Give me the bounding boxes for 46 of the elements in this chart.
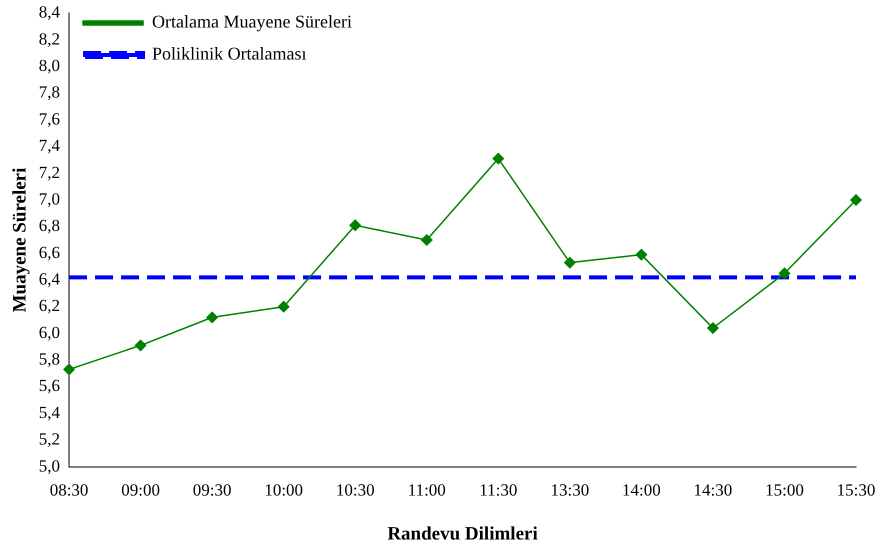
- y-tick-label: 8,4: [38, 2, 61, 22]
- y-tick-label: 6,8: [38, 216, 60, 236]
- y-tick-label: 7,6: [38, 109, 60, 128]
- point: [349, 220, 361, 232]
- point: [564, 256, 576, 268]
- y-tick-label: 5,8: [38, 350, 60, 369]
- y-tick-label: 8,0: [38, 56, 60, 76]
- y-tick-label: 7,4: [38, 136, 61, 156]
- point: [421, 234, 433, 246]
- y-tick-label: 6,6: [38, 242, 60, 262]
- point: [492, 152, 504, 164]
- x-tick-label: 11:30: [479, 480, 518, 500]
- point: [707, 322, 719, 334]
- x-tick-label: 14:30: [694, 480, 732, 500]
- point: [778, 268, 790, 280]
- x-tick-label: 15:30: [836, 480, 876, 500]
- y-tick-label: 8,2: [38, 29, 60, 48]
- y-tick-label: 5,2: [38, 430, 60, 449]
- y-tick-label: 5,6: [38, 376, 60, 396]
- y-tick-label: 6,2: [38, 296, 60, 316]
- x-tick-label: 09:00: [121, 480, 160, 500]
- point: [636, 248, 648, 260]
- y-axis-title: Muayene Süreleri: [9, 168, 30, 312]
- y-tick-label: 6,4: [38, 269, 61, 288]
- point: [134, 340, 146, 352]
- y-tick-label: 7,2: [38, 162, 60, 182]
- x-tick-label: 10:00: [264, 480, 304, 500]
- legend-label: Poliklinik Ortalaması: [152, 44, 307, 64]
- x-tick-label: 13:30: [550, 480, 590, 500]
- y-tick-label: 5,4: [38, 402, 61, 422]
- x-tick-label: 10:30: [336, 480, 375, 500]
- point: [206, 312, 218, 324]
- y-tick-label: 7,0: [38, 189, 60, 208]
- x-tick-label: 09:30: [192, 480, 232, 500]
- y-tick-label: 6,0: [38, 322, 60, 342]
- point: [850, 194, 862, 206]
- y-tick-label: 7,8: [38, 82, 60, 102]
- x-axis-title: Randevu Dilimleri: [387, 524, 538, 545]
- x-tick-label: 08:30: [50, 480, 88, 500]
- y-tick-label: 5,0: [38, 456, 60, 476]
- legend-label: Ortalama Muayene Süreleri: [152, 12, 352, 32]
- x-tick-label: 11:00: [408, 480, 446, 500]
- point: [278, 300, 290, 312]
- x-tick-label: 15:00: [765, 480, 804, 500]
- point: [63, 364, 75, 376]
- x-tick-label: 14:00: [622, 480, 661, 500]
